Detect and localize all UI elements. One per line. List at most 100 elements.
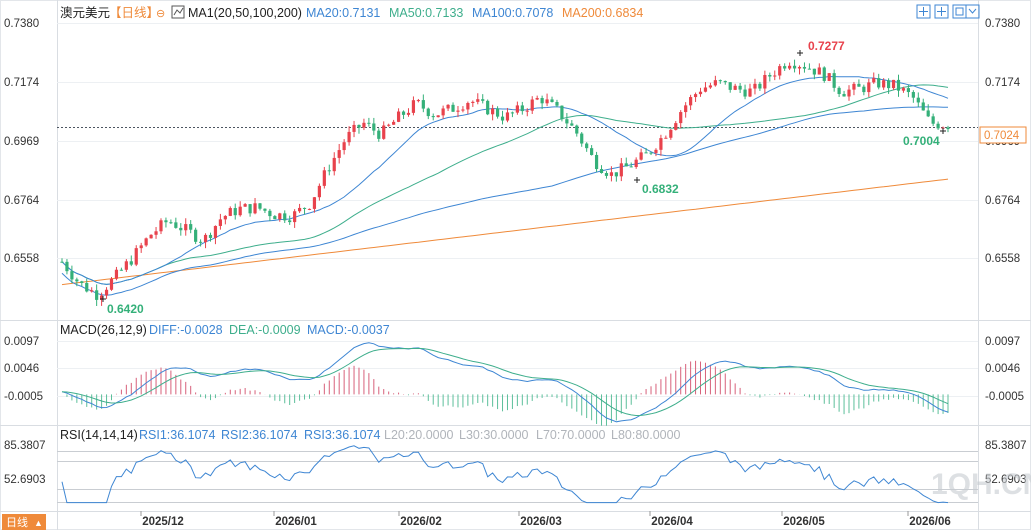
month-label: 2026/03 bbox=[520, 516, 562, 528]
candle-body bbox=[169, 222, 173, 224]
last-price-label: 0.7024 bbox=[984, 130, 1020, 142]
candle-body bbox=[283, 213, 287, 221]
candle-body bbox=[357, 124, 361, 128]
period-label[interactable]: 【日线】 bbox=[109, 6, 159, 20]
candle-body bbox=[456, 110, 460, 112]
candle-body bbox=[179, 227, 183, 231]
candle-body bbox=[367, 122, 371, 124]
crosshair-icon[interactable] bbox=[916, 4, 931, 19]
candle-body bbox=[332, 157, 336, 172]
period-badge-caret-icon: ▲ bbox=[34, 518, 43, 528]
rsi2-value: RSI2:36.1074 bbox=[221, 428, 297, 442]
candle-body bbox=[441, 108, 445, 116]
ma-indicator-label[interactable]: MA1(20,50,100,200) bbox=[188, 6, 302, 20]
candle-body bbox=[575, 125, 579, 134]
macd-value: MACD:-0.0037 bbox=[307, 323, 390, 337]
candle-body bbox=[832, 73, 836, 88]
candle-body bbox=[639, 152, 643, 160]
candle-body bbox=[817, 67, 821, 75]
candle-body bbox=[164, 220, 168, 223]
macd-dea: DEA:-0.0009 bbox=[229, 323, 301, 337]
price-tick-right: 0.7174 bbox=[985, 77, 1021, 89]
candle-body bbox=[778, 66, 782, 76]
candle-body bbox=[822, 67, 826, 81]
candle-body bbox=[768, 74, 772, 77]
candle-body bbox=[520, 105, 524, 112]
candle-body bbox=[184, 224, 188, 231]
candle-body bbox=[906, 88, 911, 93]
candle-body bbox=[75, 279, 79, 282]
candle-body bbox=[862, 86, 866, 93]
candle-body bbox=[743, 89, 747, 97]
candle-body bbox=[758, 83, 762, 89]
candle-body bbox=[570, 123, 574, 126]
candle-body bbox=[698, 91, 703, 95]
candle-body bbox=[401, 111, 406, 115]
candle-body bbox=[738, 85, 742, 90]
candle-body bbox=[60, 261, 64, 263]
candle-body bbox=[95, 290, 99, 300]
candle-body bbox=[792, 65, 797, 69]
month-label: 2026/04 bbox=[651, 516, 693, 528]
candle-body bbox=[693, 94, 698, 98]
zoom-icon[interactable] bbox=[934, 4, 949, 19]
candle-body bbox=[392, 121, 396, 125]
candle-body bbox=[664, 137, 668, 139]
candle-body bbox=[228, 208, 232, 216]
rsi3-value: RSI3:36.1074 bbox=[304, 428, 380, 442]
candle-body bbox=[530, 99, 534, 111]
period-toggle-icon[interactable]: ⊖ bbox=[156, 8, 165, 20]
candle-body bbox=[763, 74, 767, 89]
candle-body bbox=[555, 101, 559, 106]
candle-body bbox=[604, 172, 609, 176]
candle-body bbox=[159, 220, 163, 232]
candle-body bbox=[85, 282, 89, 292]
rsi1-value: RSI1:36.1074 bbox=[139, 428, 215, 442]
annotation-last-low: 0.7004 bbox=[903, 128, 946, 148]
last-price-box bbox=[979, 126, 1027, 144]
candle-body bbox=[669, 129, 673, 138]
candle-body bbox=[703, 87, 708, 92]
ma200-line bbox=[61, 178, 949, 286]
candle-body bbox=[674, 123, 678, 130]
macd-histogram bbox=[66, 360, 949, 426]
candle-body bbox=[733, 85, 737, 90]
candle-body bbox=[109, 278, 114, 290]
candle-body bbox=[208, 234, 213, 238]
price-tick-right: 0.6764 bbox=[985, 195, 1021, 207]
candle-body bbox=[129, 261, 133, 265]
indicator-icon[interactable] bbox=[171, 5, 185, 19]
price-tick-left: 0.6558 bbox=[4, 253, 39, 265]
price-tick-right: 0.6558 bbox=[985, 253, 1020, 265]
candle-body bbox=[362, 122, 366, 128]
candle-body bbox=[887, 80, 891, 89]
candle-body bbox=[144, 238, 148, 246]
symbol-title: 澳元美元 bbox=[60, 6, 110, 20]
candle-body bbox=[268, 210, 272, 217]
macd-tick-left: 0.0097 bbox=[4, 336, 39, 348]
candle-body bbox=[337, 150, 341, 158]
candle-body bbox=[629, 166, 633, 168]
ma50-line bbox=[61, 84, 949, 285]
candle-body bbox=[931, 116, 935, 124]
candle-body bbox=[347, 131, 351, 143]
candle-body bbox=[891, 79, 896, 89]
candle-body bbox=[203, 234, 208, 243]
period-badge[interactable] bbox=[2, 514, 46, 530]
candle-body bbox=[936, 123, 940, 129]
rsi-tick-right: 52.6903 bbox=[985, 474, 1027, 486]
candle-body bbox=[461, 109, 465, 111]
candle-body bbox=[263, 208, 267, 211]
candle-body bbox=[317, 185, 321, 198]
low2-label: 0.6832 bbox=[642, 182, 679, 196]
candle-body bbox=[545, 99, 549, 104]
rsi-title[interactable]: RSI(14,14,14) bbox=[60, 428, 138, 442]
macd-title[interactable]: MACD(26,12,9) bbox=[60, 323, 147, 337]
maximize-icon[interactable] bbox=[965, 4, 980, 19]
candle-body bbox=[590, 148, 594, 155]
macd-tick-left: 0.0046 bbox=[4, 363, 39, 375]
candle-body bbox=[322, 170, 326, 186]
candle-body bbox=[278, 213, 282, 220]
